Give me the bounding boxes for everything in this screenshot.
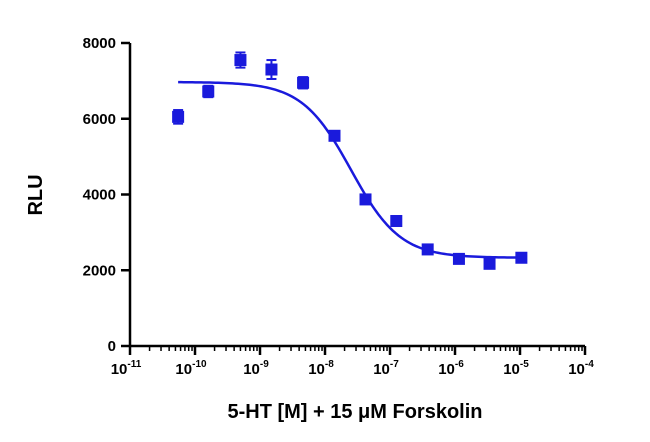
y-tick-label: 0	[108, 338, 116, 355]
x-tick-label: 10-4	[568, 359, 594, 378]
x-tick-label: 10-8	[308, 359, 334, 378]
data-point	[452, 252, 465, 265]
x-axis-title: 5-HT [M] + 15 μM Forskolin	[227, 401, 482, 423]
y-tick-label: 8000	[83, 35, 116, 52]
x-tick-label: 10-9	[243, 359, 269, 378]
data-point	[390, 215, 403, 228]
x-tick-label: 10-10	[175, 359, 207, 378]
data-point	[202, 84, 215, 99]
fit-curve	[178, 80, 522, 259]
y-tick-label: 2000	[83, 262, 116, 279]
data-point	[265, 59, 278, 80]
x-tick-label: 10-6	[438, 359, 464, 378]
y-ticks: 0 2000 4000 6000 8000	[83, 35, 130, 355]
x-tick-label: 10-5	[503, 359, 529, 378]
axes	[128, 43, 585, 348]
data-point	[483, 257, 496, 270]
data-point	[328, 129, 341, 142]
y-axis-title: RLU	[25, 174, 47, 215]
data-points	[172, 51, 528, 270]
x-ticks: 10-11 10-10 10-9 10-8 10-7 10-6 10-5 10-4	[111, 346, 594, 378]
y-tick-label: 6000	[83, 111, 116, 128]
data-point	[359, 193, 372, 206]
data-point	[297, 76, 310, 90]
data-point	[234, 51, 247, 69]
data-point	[172, 109, 185, 125]
data-point	[421, 243, 434, 256]
x-tick-label: 10-7	[373, 359, 399, 378]
x-tick-label: 10-11	[111, 359, 142, 378]
y-tick-label: 4000	[83, 187, 116, 204]
data-point	[515, 251, 528, 264]
